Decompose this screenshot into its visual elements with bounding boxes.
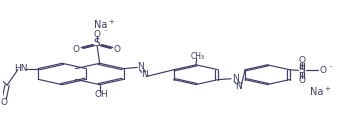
Text: +: + bbox=[108, 19, 114, 25]
Text: O: O bbox=[0, 98, 7, 107]
Text: CH₃: CH₃ bbox=[191, 52, 205, 61]
Text: O: O bbox=[72, 45, 79, 54]
Text: Na: Na bbox=[94, 20, 107, 30]
Text: +: + bbox=[324, 86, 330, 92]
Text: S: S bbox=[299, 65, 305, 75]
Text: ⁻: ⁻ bbox=[329, 63, 333, 72]
Text: O: O bbox=[298, 75, 306, 85]
Text: N: N bbox=[235, 82, 242, 91]
Text: O: O bbox=[114, 45, 121, 54]
Text: S: S bbox=[94, 38, 100, 48]
Text: N: N bbox=[232, 74, 239, 83]
Text: N: N bbox=[141, 70, 148, 79]
Text: HN: HN bbox=[15, 64, 28, 73]
Text: O: O bbox=[94, 30, 101, 39]
Text: N: N bbox=[138, 62, 144, 72]
Text: O: O bbox=[298, 56, 306, 65]
Text: ⁻: ⁻ bbox=[103, 28, 107, 37]
Text: O: O bbox=[319, 66, 326, 75]
Text: OH: OH bbox=[94, 90, 108, 99]
Text: Na: Na bbox=[310, 87, 323, 97]
